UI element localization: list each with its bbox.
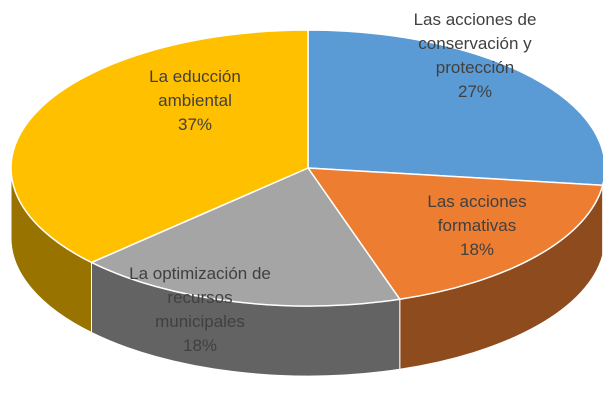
value-label: 18% [459,240,495,259]
category-label: Las acciones formativas [427,192,527,235]
value-label: 27% [457,82,493,101]
data-label: La optimización de recursos municipales 1… [125,262,275,358]
data-label: Las acciones formativas 18% [410,190,545,262]
slice [10,29,309,264]
value-label: 37% [177,115,213,134]
slice [89,167,402,307]
category-label: La educción ambiental [149,67,241,110]
category-label: Las acciones de conservación y protecció… [413,10,537,77]
slice [307,29,603,187]
data-label: Las acciones de conservación y protecció… [405,8,545,104]
value-label: 18% [182,336,218,355]
slice [306,167,603,301]
data-label: La educción ambiental 37% [120,65,270,137]
category-label: La optimización de recursos municipales [129,264,271,331]
